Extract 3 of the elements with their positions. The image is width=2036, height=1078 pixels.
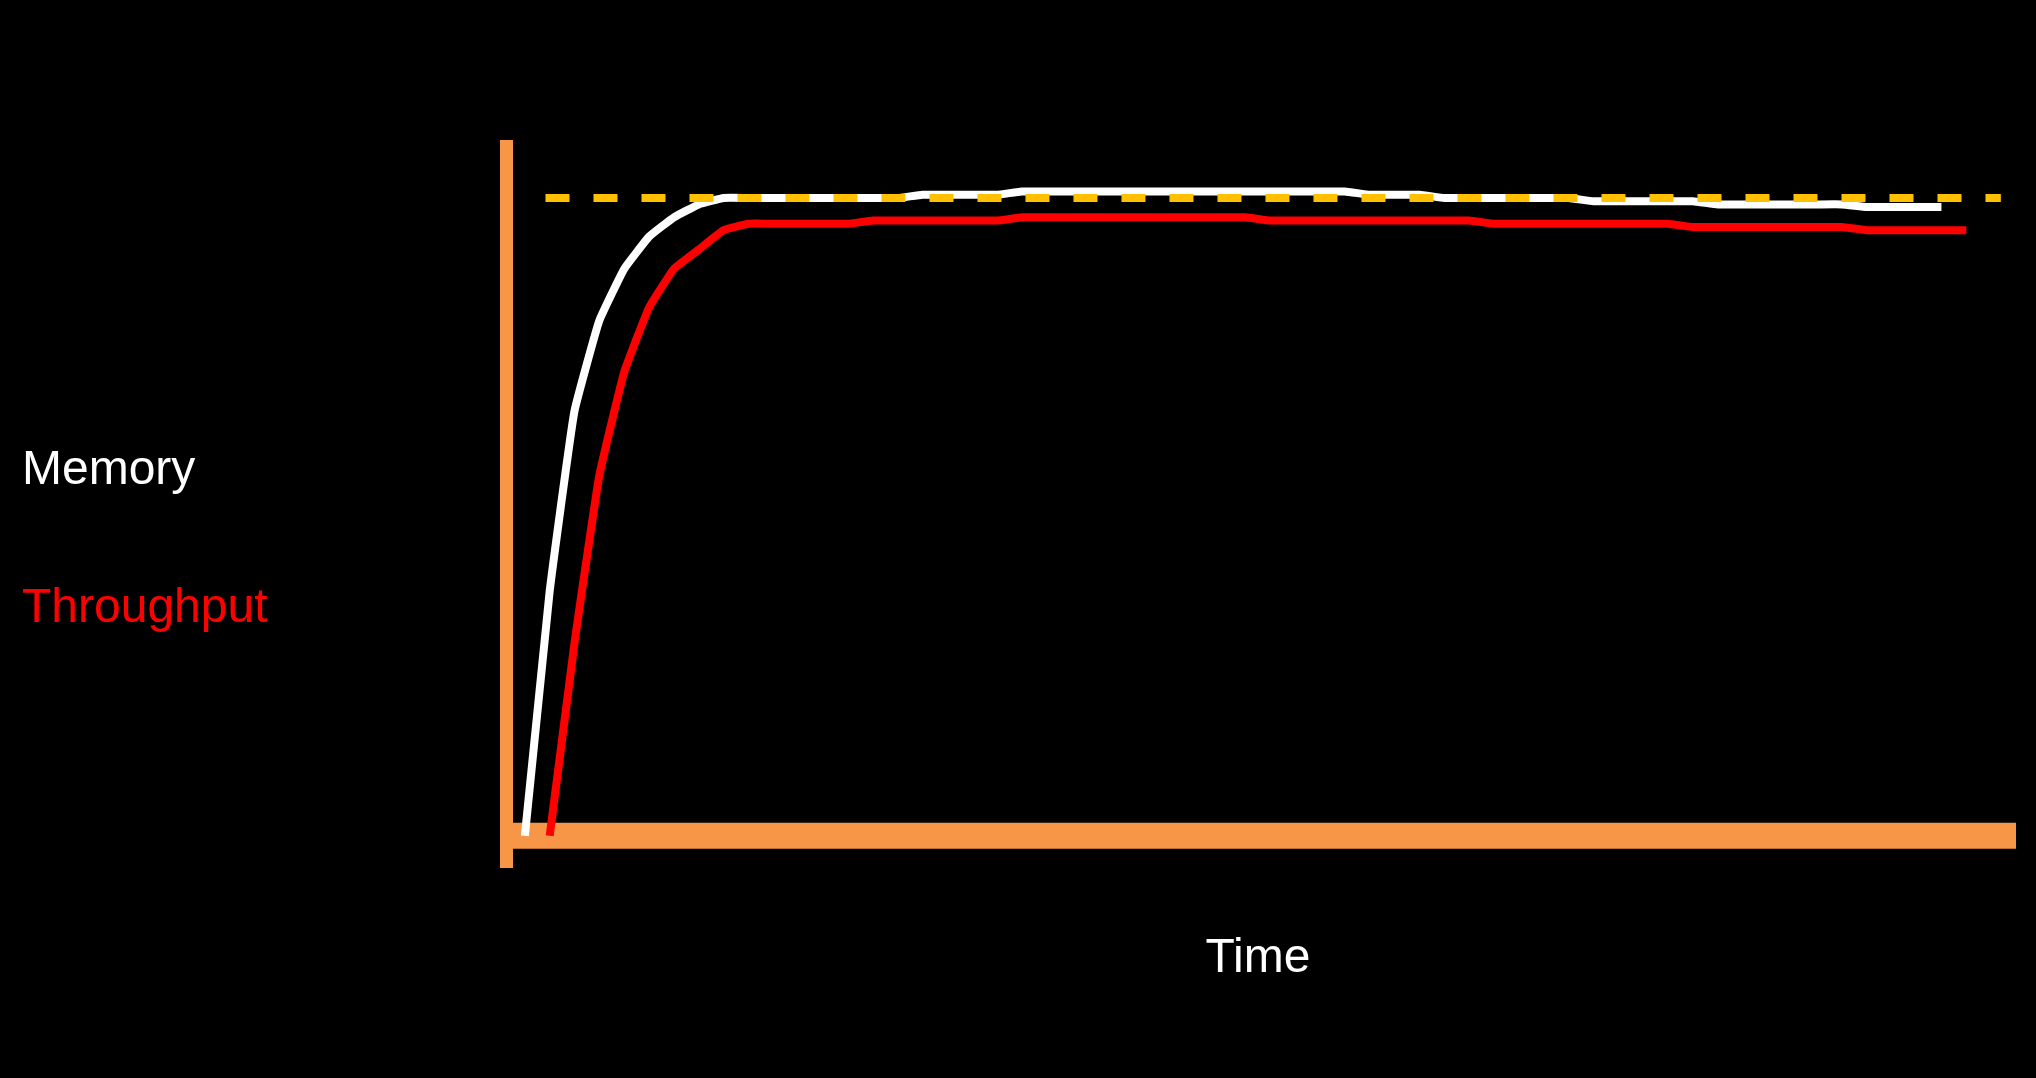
x-axis-title: Time — [1205, 929, 1311, 983]
text: Memory — [22, 441, 196, 494]
text: Throughput — [22, 579, 268, 632]
